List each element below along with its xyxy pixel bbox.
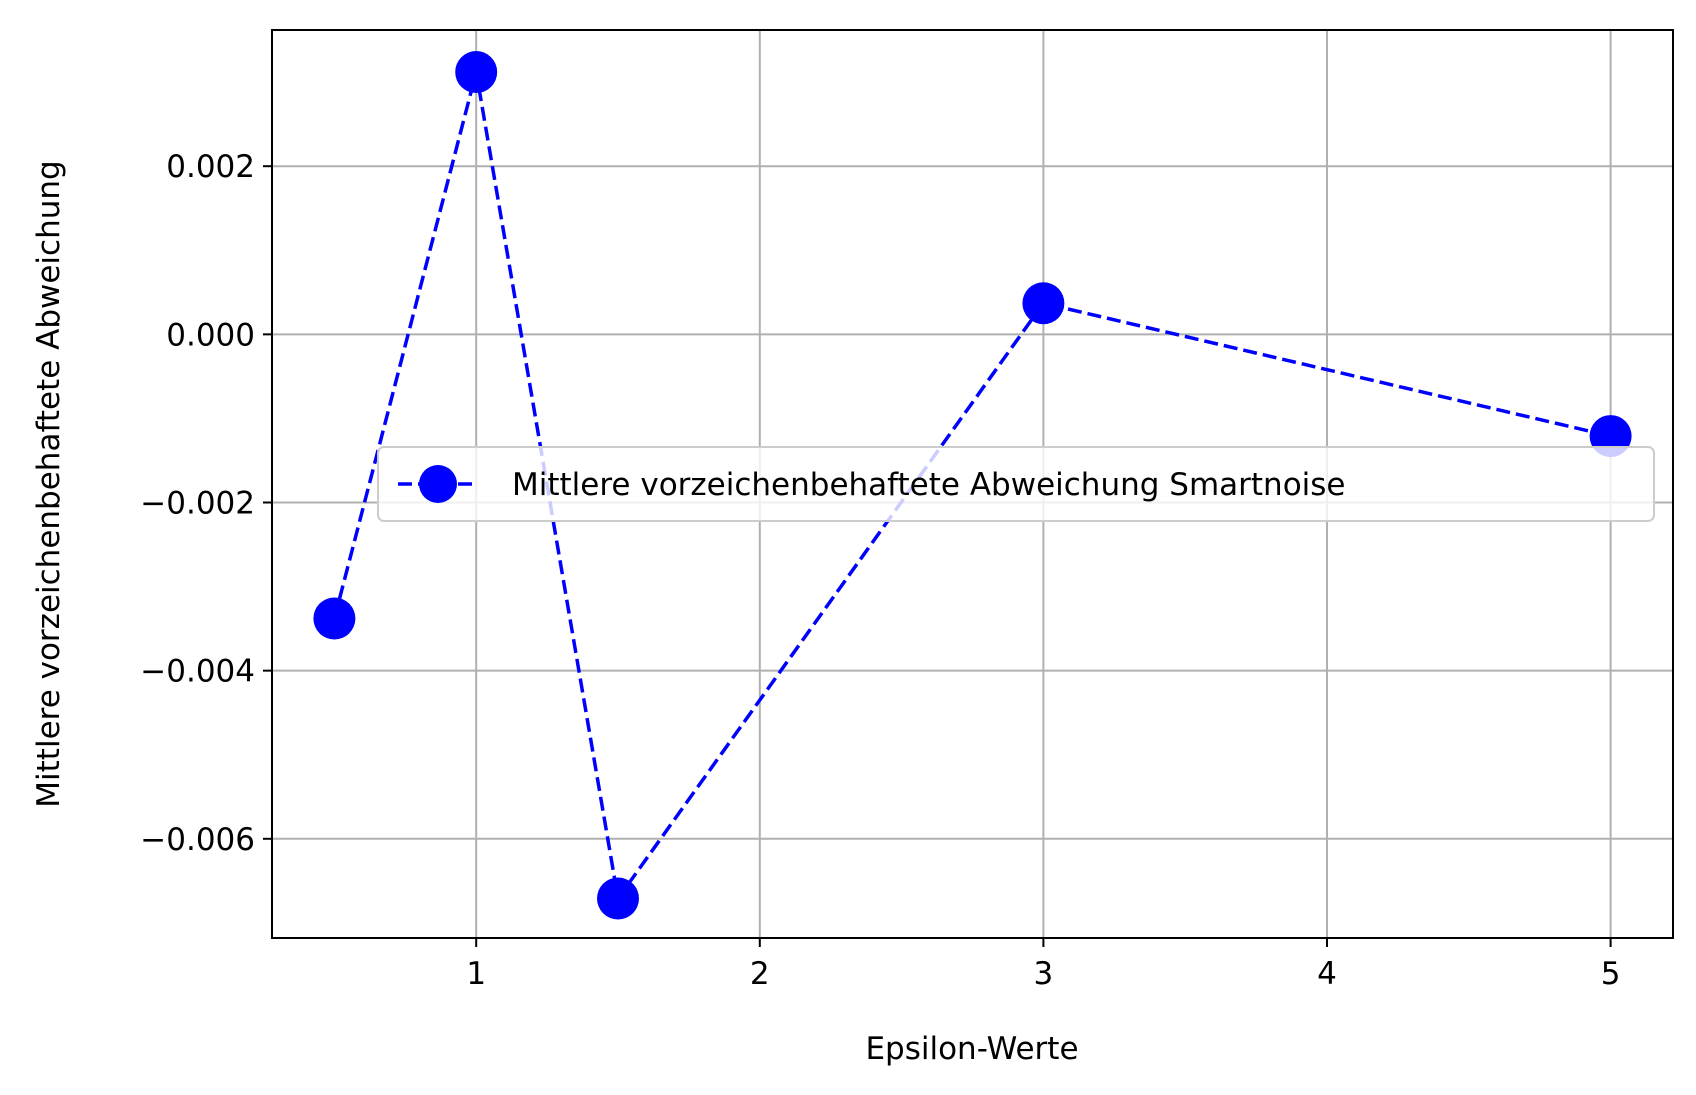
y-tick-label: −0.004 xyxy=(140,654,255,690)
plot-frame xyxy=(271,29,1674,939)
legend-entry-label: Mittlere vorzeichenbehaftete Abweichung … xyxy=(512,467,1346,503)
x-axis-label: Epsilon-Werte xyxy=(865,1031,1078,1067)
x-tick-label: 3 xyxy=(1034,956,1054,992)
data-point xyxy=(455,51,498,94)
y-axis-ticks: 0.002 0.000 −0.002 −0.004 −0.006 xyxy=(140,149,272,858)
y-tick-label: −0.006 xyxy=(140,822,255,858)
data-point xyxy=(596,877,639,920)
y-tick-label: 0.000 xyxy=(166,317,255,353)
legend-marker xyxy=(419,465,457,503)
x-tick-label: 5 xyxy=(1601,956,1621,992)
x-tick-label: 2 xyxy=(750,956,770,992)
legend-box xyxy=(377,446,1655,522)
y-axis-label: Mittlere vorzeichenbehaftete Abweichung xyxy=(31,160,67,807)
data-point xyxy=(313,597,356,640)
legend: Mittlere vorzeichenbehaftete Abweichung … xyxy=(377,446,1655,522)
x-axis-ticks: 1 2 3 4 5 xyxy=(466,938,1620,992)
series-layer xyxy=(313,51,1632,920)
y-tick-label: −0.002 xyxy=(140,485,255,521)
data-point xyxy=(1022,282,1065,325)
x-tick-label: 4 xyxy=(1317,956,1337,992)
x-tick-label: 1 xyxy=(466,956,486,992)
y-tick-label: 0.002 xyxy=(166,149,255,185)
